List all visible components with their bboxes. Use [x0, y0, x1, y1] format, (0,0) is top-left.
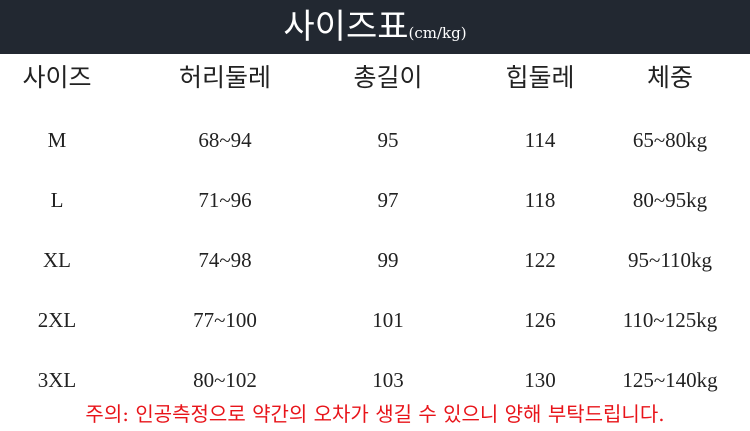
table-row: XL 74~98 99 122 95~110kg [0, 240, 750, 280]
table-cell: 68~94 [198, 128, 252, 152]
table-cell: L [50, 188, 64, 212]
table-cell: XL [43, 248, 71, 272]
column-header: 힙둘레 [505, 63, 575, 92]
table-cell: 2XL [37, 308, 77, 332]
table-cell: 74~98 [198, 248, 252, 272]
table-cell: 110~125kg [622, 308, 718, 332]
table-cell: 95~110kg [627, 248, 713, 272]
table-cell: 122 [524, 248, 556, 272]
table-row: L 71~96 97 118 80~95kg [0, 180, 750, 220]
table-cell: 95 [377, 128, 399, 152]
header-row: 사이즈 허리둘레 총길이 힙둘레 체중 [0, 58, 750, 98]
table-row: M 68~94 95 114 65~80kg [0, 120, 750, 160]
title-banner: 사이즈표(cm/kg) [0, 0, 750, 54]
table-cell: 114 [524, 128, 556, 152]
page-title: 사이즈표 [283, 7, 409, 47]
table-cell: 77~100 [193, 308, 257, 332]
column-header: 사이즈 [22, 63, 92, 92]
table-cell: M [47, 128, 67, 152]
table-cell: 103 [372, 368, 404, 392]
table-cell: 71~96 [198, 188, 252, 212]
table-cell: 97 [377, 188, 399, 212]
table-cell: 125~140kg [622, 368, 718, 392]
table-cell: 80~95kg [632, 188, 708, 212]
unit-label: (cm/kg) [408, 24, 467, 42]
table-cell: 65~80kg [632, 128, 708, 152]
table-cell: 126 [524, 308, 556, 332]
table-cell: 3XL [37, 368, 77, 392]
table-cell: 130 [524, 368, 556, 392]
column-header: 총길이 [353, 63, 423, 92]
disclaimer-note: 주의: 인공측정으로 약간의 오차가 생길 수 있으니 양해 부탁드립니다. [85, 402, 665, 426]
table-cell: 99 [377, 248, 399, 272]
table-cell: 80~102 [193, 368, 257, 392]
column-header: 허리둘레 [178, 63, 272, 92]
table-row: 3XL 80~102 103 130 125~140kg [0, 360, 750, 400]
table-row: 2XL 77~100 101 126 110~125kg [0, 300, 750, 340]
column-header: 체중 [646, 63, 694, 92]
table-cell: 118 [524, 188, 556, 212]
table-cell: 101 [372, 308, 404, 332]
